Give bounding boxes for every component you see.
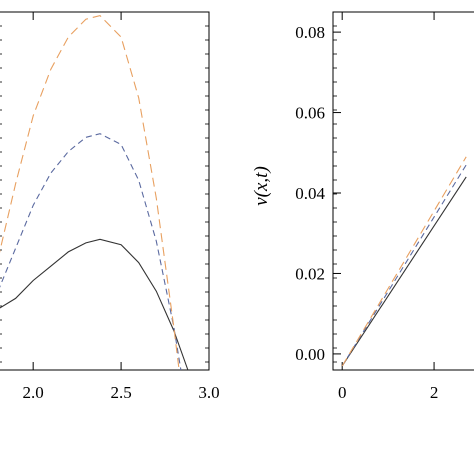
right-series-group (341, 156, 467, 367)
right-y-tick-label: 0.06 (295, 104, 325, 123)
left-x-tick-label: 2.5 (110, 383, 131, 402)
right-x-tick-label: 2 (430, 383, 439, 402)
right-y-tick-label: 0.00 (295, 345, 325, 364)
right-y-axis-label: v(x,t) (251, 166, 272, 206)
right-minor-ticks (333, 12, 435, 370)
right-x-tick-label: 0 (338, 383, 347, 402)
left-series-line (0, 133, 182, 371)
right-series-line (341, 176, 467, 367)
left-minor-ticks (0, 12, 210, 370)
left-series-line (0, 14, 180, 371)
left-x-tick-label: 2.0 (23, 383, 44, 402)
left-series-group (0, 14, 189, 371)
right-series-line (341, 156, 467, 367)
left-plot-panel: 2.0 2.5 3.0 (0, 11, 220, 402)
right-y-tick-label: 0.04 (295, 184, 325, 203)
right-y-tick-labels: 0.00 0.02 0.04 0.06 0.08 (295, 23, 325, 364)
left-x-tick-labels: 2.0 2.5 3.0 (23, 383, 220, 402)
right-x-tick-labels: 0 2 (338, 383, 438, 402)
right-plot-panel: 0.00 0.02 0.04 0.06 0.08 0 2 v(x,t) (251, 11, 474, 402)
left-x-tick-label: 3.0 (198, 383, 219, 402)
left-series-line (0, 238, 189, 371)
right-series-line (341, 164, 467, 367)
right-y-tick-label: 0.08 (295, 23, 325, 42)
left-plot-frame (0, 11, 210, 371)
right-plot-frame (332, 11, 474, 371)
right-y-tick-label: 0.02 (295, 264, 325, 283)
